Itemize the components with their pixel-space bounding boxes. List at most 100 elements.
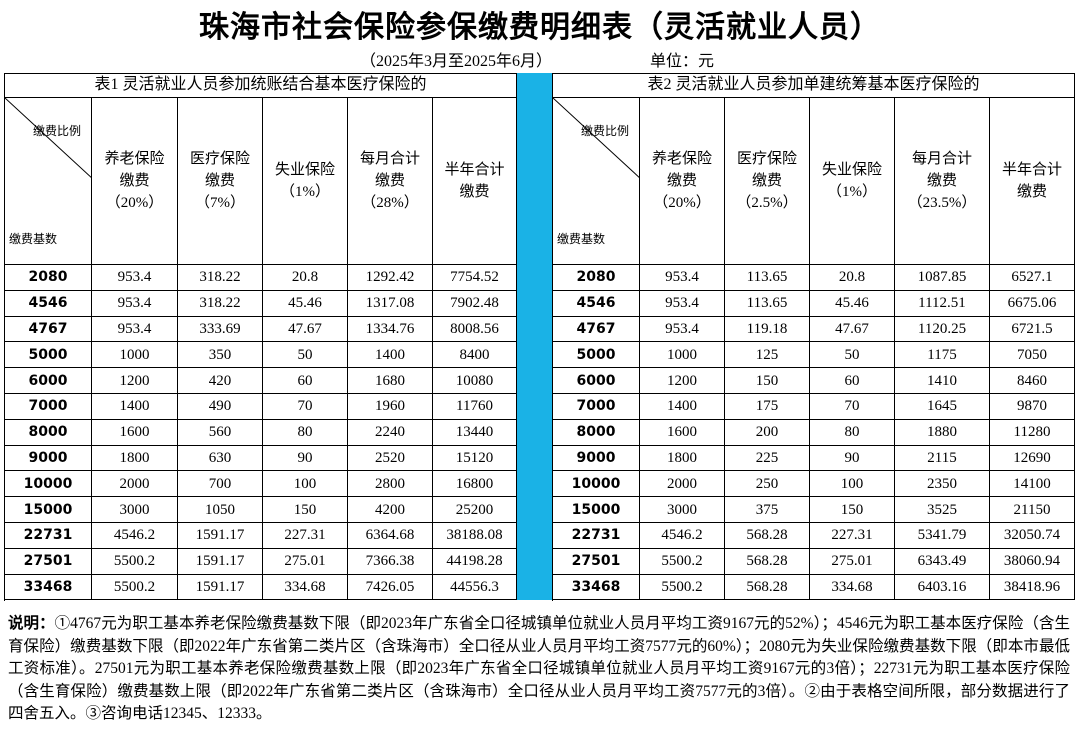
value-cell: 20.8 [810,265,895,291]
value-cell: 630 [178,445,263,472]
corner-top: 缴费比例 [581,124,630,138]
value-cell: 350 [178,342,263,369]
header-line: 缴费 [374,173,405,189]
header-cell: 失业保险 （1%） [810,98,895,265]
header-cell: 养老保险 缴费 （20%） [92,98,178,265]
value-cell: 8460 [990,368,1075,394]
header-line: 每月合计 [911,151,972,167]
value-cell: 50 [263,342,348,369]
note-text: ①4767元为职工基本养老保险缴费基数下限（即2023年广东省全口径城镇单位就业… [8,615,1070,722]
value-cell: 1334.76 [348,316,433,343]
value-cell: 175 [725,394,810,420]
subtitle: （2025年3月至2025年6月） [360,53,553,70]
header-line: （1%） [827,184,877,200]
value-cell: 953.4 [640,265,725,291]
header-line: （23.5%） [907,195,977,211]
value-cell: 275.01 [263,548,348,575]
value-cell: 13440 [433,419,517,446]
value-cell: 1400 [348,342,433,369]
value-cell: 227.31 [810,523,895,549]
value-cell: 1960 [348,394,433,420]
value-cell: 1317.08 [348,290,433,317]
base-cell: 9000 [5,445,92,472]
value-cell: 44198.28 [433,548,517,575]
header-cell: 医疗保险 缴费 （2.5%） [725,98,810,265]
value-cell: 1200 [640,368,725,394]
value-cell: 6403.16 [895,574,990,601]
value-cell: 953.4 [640,290,725,317]
value-cell: 200 [725,419,810,446]
value-cell: 90 [263,445,348,472]
value-cell: 150 [810,497,895,523]
value-cell: 70 [810,394,895,420]
header-line: 每月合计 [359,151,420,167]
value-cell: 2800 [348,471,433,498]
value-cell: 4200 [348,497,433,523]
value-cell: 38418.96 [990,574,1075,601]
value-cell: 1050 [178,497,263,523]
base-cell: 10000 [5,471,92,498]
value-cell: 44556.3 [433,574,517,601]
value-cell: 2115 [895,445,990,472]
base-cell: 8000 [5,419,92,446]
value-cell: 334.68 [810,574,895,601]
corner-bottom: 缴费基数 [9,232,58,246]
value-cell: 60 [810,368,895,394]
base-cell: 4767 [553,316,640,343]
header-line: 缴费 [666,173,697,189]
value-cell: 1292.42 [348,265,433,291]
base-cell: 5000 [5,342,92,369]
table-frame [4,73,517,602]
value-cell: 38060.94 [990,548,1075,575]
value-cell: 2000 [640,471,725,498]
header-cell: 养老保险 缴费 （20%） [640,98,725,265]
value-cell: 119.18 [725,316,810,343]
value-cell: 275.01 [810,548,895,575]
value-cell: 3000 [92,497,178,523]
table-caption: 表2 灵活就业人员参加单建统筹基本医疗保险的 [553,73,1075,98]
value-cell: 375 [725,497,810,523]
value-cell: 150 [725,368,810,394]
value-cell: 1880 [895,419,990,446]
value-cell: 9870 [990,394,1075,420]
diagonal [553,98,640,179]
value-cell: 7050 [990,342,1075,369]
header-cell: 失业保险 （1%） [263,98,348,265]
header-cell: 每月合计 缴费 （28%） [348,98,433,265]
value-cell: 4546.2 [640,523,725,549]
value-cell: 1680 [348,368,433,394]
value-cell: 5500.2 [640,548,725,575]
value-cell: 700 [178,471,263,498]
value-cell: 11280 [990,419,1075,446]
corner-top: 缴费比例 [33,124,82,138]
value-cell: 7754.52 [433,265,517,291]
value-cell: 1087.85 [895,265,990,291]
header-line: 医疗保险 [189,151,250,167]
value-cell: 568.28 [725,574,810,601]
value-cell: 8400 [433,342,517,369]
value-cell: 1645 [895,394,990,420]
header-line: 缴费 [459,184,490,200]
value-cell: 1200 [92,368,178,394]
base-cell: 7000 [553,394,640,420]
value-cell: 45.46 [263,290,348,317]
value-cell: 2240 [348,419,433,446]
value-cell: 7426.05 [348,574,433,601]
base-cell: 5000 [553,342,640,369]
note: 说明：①4767元为职工基本养老保险缴费基数下限（即2023年广东省全口径城镇单… [8,612,1070,726]
base-cell: 8000 [553,419,640,446]
value-cell: 1591.17 [178,574,263,601]
value-cell: 1112.51 [895,290,990,317]
header-line: （7%） [195,195,245,211]
base-cell: 2080 [5,265,92,291]
base-cell: 10000 [553,471,640,498]
header-line: 医疗保险 [736,151,797,167]
base-cell: 6000 [553,368,640,394]
note-label: 说明： [8,614,55,632]
header-line: 养老保险 [651,151,712,167]
value-cell: 12690 [990,445,1075,472]
value-cell: 7902.48 [433,290,517,317]
value-cell: 568.28 [725,548,810,575]
header-line: 半年合计 [444,162,505,178]
